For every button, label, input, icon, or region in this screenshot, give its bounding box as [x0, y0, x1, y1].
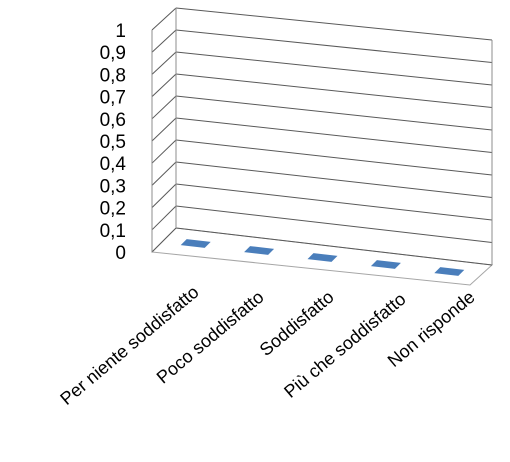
bar-3: [307, 253, 338, 262]
gridline-back: [175, 227, 493, 266]
y-tick-label: 0,7: [100, 88, 126, 109]
gridline-back: [175, 139, 493, 176]
gridline-side: [151, 95, 177, 120]
gridline-side: [151, 7, 177, 31]
bar-5: [434, 267, 465, 276]
y-tick-label: 0,2: [100, 199, 126, 220]
gridline-back: [175, 95, 493, 131]
gridline-back: [175, 161, 493, 198]
y-tick-label: 1: [115, 21, 126, 42]
x-category-label: Per niente soddisfatto: [56, 282, 202, 409]
gridline-side: [151, 227, 177, 253]
bar-1: [180, 239, 211, 248]
gridline-back: [175, 117, 493, 153]
y-tick-label: 0,3: [100, 176, 126, 197]
gridline-side: [151, 183, 177, 208]
y-tick-label: 0,1: [100, 221, 126, 242]
y-tick-label: 0,8: [100, 65, 126, 86]
gridline-side: [151, 117, 177, 142]
gridlines: [151, 7, 493, 266]
y-tick-label: 0,4: [100, 154, 127, 175]
y-axis-tick-labels: 00,10,20,30,40,50,60,70,80,91: [100, 21, 127, 264]
y-tick-label: 0,9: [100, 43, 126, 64]
y-tick-label: 0,6: [100, 110, 126, 131]
y-tick-label: 0: [115, 243, 126, 264]
bar-2: [244, 246, 275, 255]
chart-frame: [151, 8, 493, 265]
gridline-back: [175, 29, 493, 63]
gridline-side: [151, 139, 177, 164]
gridline-side: [151, 73, 177, 97]
gridline-back: [175, 73, 493, 108]
bars: [180, 239, 465, 276]
x-category-label: Più che soddisfatto: [280, 289, 409, 402]
gridline-side: [151, 161, 177, 186]
gridline-back: [175, 7, 493, 41]
gridline-side: [151, 205, 177, 231]
gridline-side: [151, 51, 177, 75]
bar-4: [370, 260, 401, 269]
gridline-side: [151, 29, 177, 53]
gridline-back: [175, 183, 493, 221]
gridline-back: [175, 205, 493, 243]
y-tick-label: 0,5: [100, 132, 126, 153]
gridline-back: [175, 51, 493, 86]
